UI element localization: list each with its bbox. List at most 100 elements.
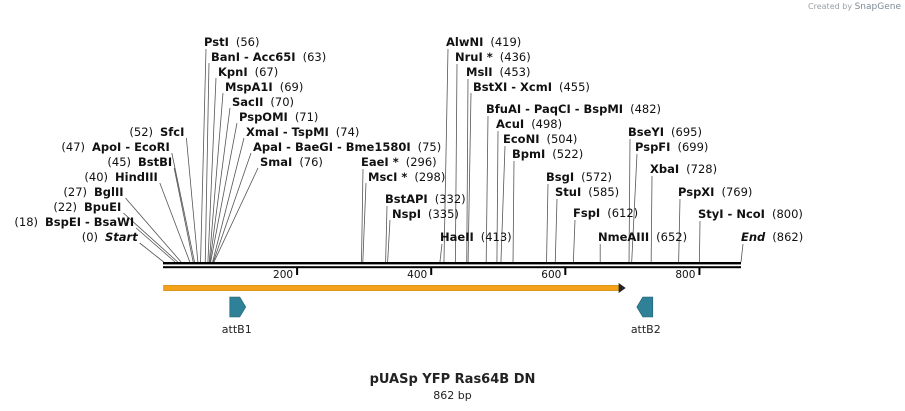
backbone-bottom-line: [163, 266, 741, 269]
site-leader-line: [361, 168, 364, 263]
site-label: (22) BpuEI: [53, 200, 121, 214]
site-position: (71): [295, 110, 319, 124]
site-name: ApoI - EcoRI: [92, 140, 170, 154]
site-name: BpmI: [512, 147, 545, 161]
site-name: HaeII: [440, 230, 474, 244]
site-position: (652): [656, 230, 687, 244]
site-name: BseYI: [628, 125, 664, 139]
site-leader-line: [443, 48, 449, 263]
badge-brand: SnapGene: [854, 2, 901, 12]
site-leader-line: [512, 160, 515, 263]
site-label: EcoNI (504): [503, 132, 577, 146]
site-name: SacII: [232, 95, 263, 109]
site-position: (335): [428, 207, 459, 221]
backbone-top-line: [163, 262, 741, 265]
site-position: (296): [406, 155, 437, 169]
site-label: BfuAI - PaqCI - BspMI (482): [486, 102, 661, 116]
att-site-attb1-icon: [229, 296, 247, 318]
site-position: (75): [418, 140, 442, 154]
site-leader-line: [208, 92, 224, 263]
site-leader-line: [171, 152, 195, 263]
site-leader-line: [466, 78, 469, 263]
site-name: KpnI: [218, 65, 248, 79]
site-position: (862): [772, 230, 803, 244]
site-name: MscI *: [368, 170, 407, 184]
site-label: PspXI (769): [678, 185, 752, 199]
site-name: PspFI: [635, 140, 670, 154]
snapgene-badge: Created by SnapGene: [808, 2, 901, 12]
site-leader-line: [740, 243, 744, 263]
site-leader-line: [454, 63, 458, 263]
site-position: (498): [531, 117, 562, 131]
site-label: MspA1I (69): [225, 80, 303, 94]
site-leader-line: [159, 182, 191, 263]
site-position: (695): [671, 125, 702, 139]
site-label: HaeII (413): [440, 230, 512, 244]
site-leader-line: [213, 167, 259, 263]
site-label: (52) SfcI: [129, 125, 184, 139]
site-name: BfuAI - PaqCI - BspMI: [486, 102, 623, 116]
site-position: (699): [677, 140, 708, 154]
site-position: (76): [299, 155, 323, 169]
site-label: BstAPI (332): [385, 192, 466, 206]
site-leader-line: [554, 198, 558, 263]
site-position: (413): [481, 230, 512, 244]
site-leader-line: [209, 107, 231, 263]
site-position: (482): [630, 102, 661, 116]
site-name: BsgI: [546, 170, 574, 184]
site-position: (40): [84, 170, 108, 184]
site-leader-line: [210, 122, 238, 263]
site-leader-line: [135, 227, 176, 263]
site-position: (56): [236, 35, 260, 49]
site-leader-line: [546, 183, 549, 263]
site-name: MslI: [466, 65, 493, 79]
site-name: End: [741, 230, 766, 244]
site-leader-line: [212, 152, 252, 263]
site-name: BstAPI: [385, 192, 428, 206]
site-name: BanI - Acc65I: [211, 50, 296, 64]
site-position: (455): [559, 80, 590, 94]
site-leader-line: [185, 137, 199, 263]
site-label: NmeAIII (652): [598, 230, 687, 244]
site-position: (522): [552, 147, 583, 161]
site-position: (453): [500, 65, 531, 79]
site-position: (612): [607, 206, 638, 220]
feature-arrow-orf: [163, 285, 621, 291]
site-leader-line: [387, 219, 391, 263]
att-site-label: attB1: [222, 323, 252, 336]
site-name: ApaI - BaeGI - Bme1580I: [253, 140, 411, 154]
site-name: NruI *: [455, 50, 493, 64]
site-label: (47) ApoI - EcoRI: [61, 140, 169, 154]
site-position: (419): [490, 35, 521, 49]
site-position: (585): [588, 185, 619, 199]
site-label: PstI (56): [204, 35, 259, 49]
feature-arrow-head: [618, 283, 626, 293]
site-name: BglII: [94, 185, 124, 199]
site-leader-line: [572, 219, 576, 263]
site-position: (74): [336, 125, 360, 139]
site-position: (69): [280, 80, 304, 94]
site-leader-line: [123, 212, 179, 263]
site-position: (728): [686, 162, 717, 176]
site-label: KpnI (67): [218, 65, 278, 79]
site-name: BspEI - BsaWI: [45, 215, 134, 229]
site-position: (45): [107, 155, 131, 169]
site-label: FspI (612): [573, 206, 638, 220]
att-site-attb2-icon: [636, 296, 654, 318]
site-name: EcoNI: [503, 132, 539, 146]
badge-prefix: Created by: [808, 2, 853, 11]
site-label: PspOMI (71): [239, 110, 318, 124]
site-label: SmaI (76): [260, 155, 323, 169]
site-name: MspA1I: [225, 80, 273, 94]
att-site-label: attB2: [631, 323, 661, 336]
site-name: PspXI: [678, 185, 714, 199]
site-label: (45) BstBI: [107, 155, 172, 169]
site-position: (18): [14, 215, 38, 229]
site-leader-line: [650, 175, 653, 263]
site-leader-line: [699, 220, 701, 263]
ruler-tick-label: 400: [407, 269, 427, 281]
ruler-tick-label: 800: [675, 269, 695, 281]
site-position: (67): [255, 65, 279, 79]
site-leader-line: [204, 62, 210, 263]
site-label: ApaI - BaeGI - Bme1580I (75): [253, 140, 441, 154]
